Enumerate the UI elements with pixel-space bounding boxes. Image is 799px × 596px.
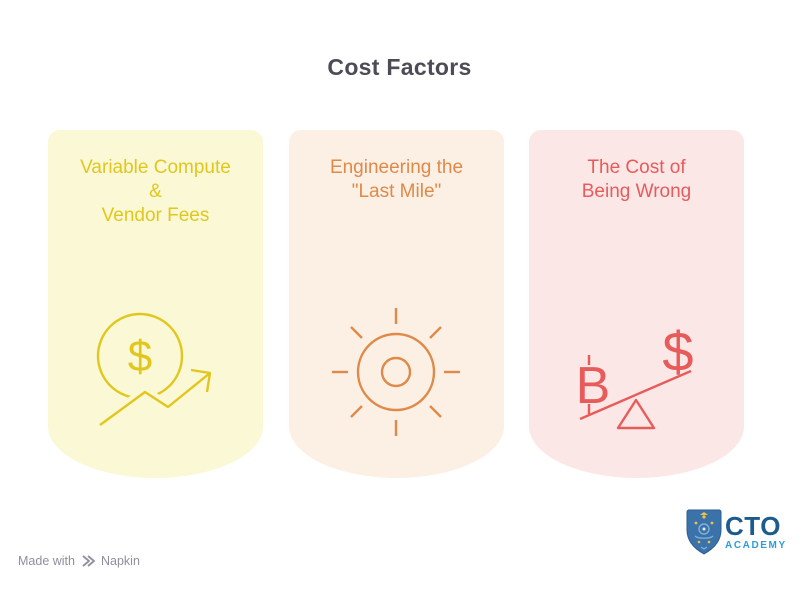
logo-subtitle: ACADEMY bbox=[725, 540, 787, 551]
watermark-prefix: Made with bbox=[18, 554, 75, 568]
logo-text: CTO ACADEMY bbox=[725, 509, 787, 551]
sun-gear-icon bbox=[332, 308, 460, 436]
watermark-brand: Napkin bbox=[100, 554, 140, 568]
dollar-symbol: $ bbox=[662, 320, 693, 383]
watermark: Made with Napkin bbox=[18, 554, 140, 568]
card-title-line: The Cost of bbox=[587, 157, 686, 178]
card-title-line: Variable Compute bbox=[80, 157, 231, 178]
logo-title: CTO bbox=[725, 511, 781, 541]
card-title-line: "Last Mile" bbox=[351, 181, 442, 202]
card-title: The Cost of Being Wrong bbox=[529, 156, 744, 204]
dollar-symbol: $ bbox=[128, 332, 152, 381]
card-variable-compute: Variable Compute & Vendor Fees $ bbox=[48, 130, 263, 478]
card-title-line: & bbox=[149, 181, 162, 202]
card-title: Variable Compute & Vendor Fees bbox=[48, 156, 263, 228]
cto-academy-logo: CTO ACADEMY bbox=[686, 509, 787, 555]
card-title-line: Engineering the bbox=[329, 157, 464, 178]
card-being-wrong: The Cost of Being Wrong B $ bbox=[529, 130, 744, 478]
card-title: Engineering the "Last Mile" bbox=[289, 156, 504, 204]
card-last-mile: Engineering the "Last Mile" bbox=[289, 130, 504, 478]
card-title-line: Vendor Fees bbox=[101, 205, 210, 226]
page-title: Cost Factors bbox=[327, 54, 472, 80]
bitcoin-dollar-seesaw-icon: B $ bbox=[576, 320, 694, 430]
card-title-line: Being Wrong bbox=[581, 181, 692, 202]
bitcoin-symbol: B bbox=[576, 357, 611, 415]
cto-shield-icon bbox=[686, 509, 722, 555]
napkin-icon bbox=[82, 555, 95, 567]
dollar-growth-icon: $ bbox=[96, 312, 214, 430]
